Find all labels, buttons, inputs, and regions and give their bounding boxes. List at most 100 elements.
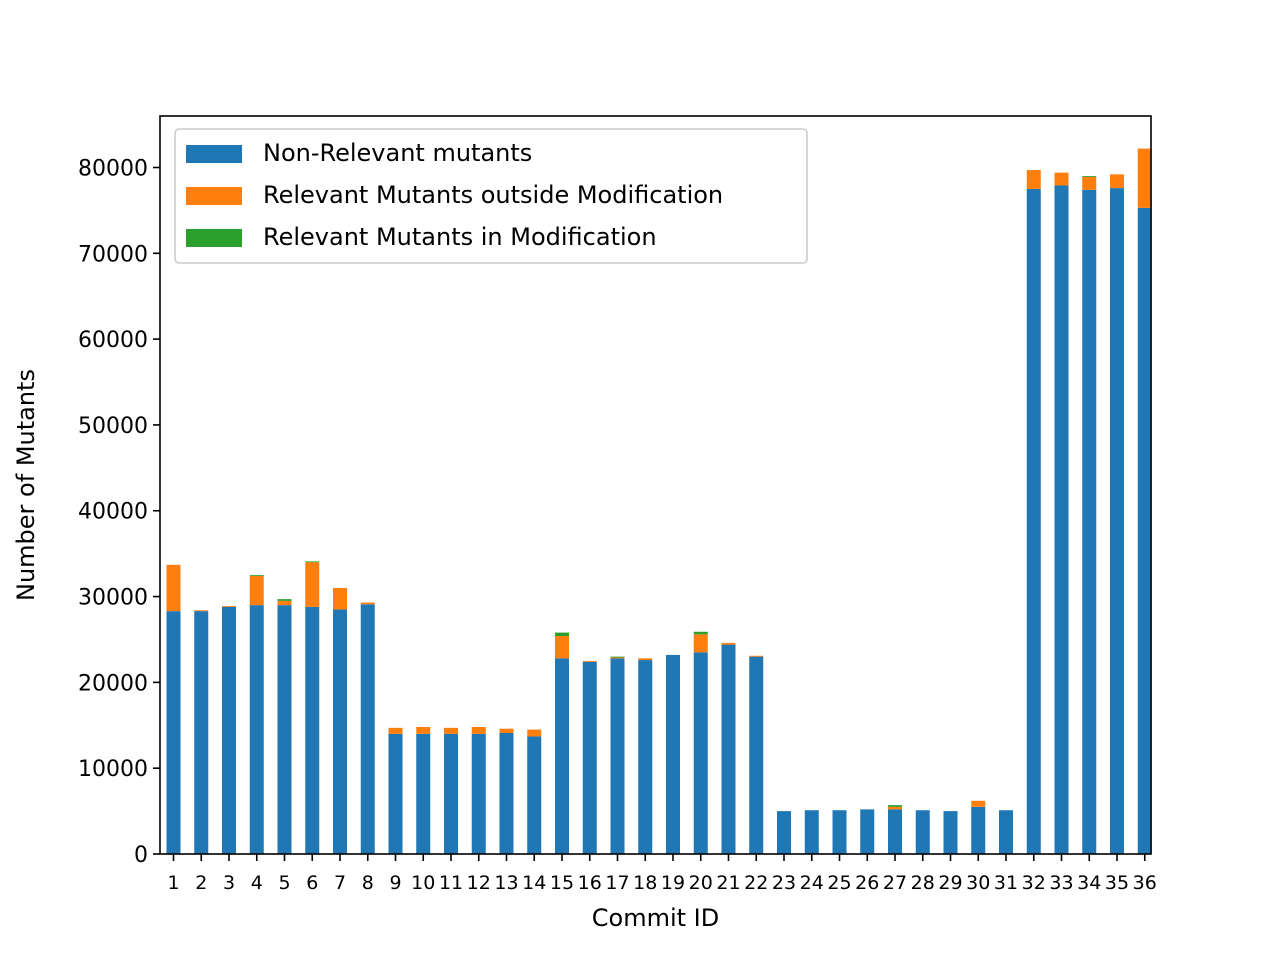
bar-1-series-1 bbox=[166, 611, 181, 854]
x-tick-label: 22 bbox=[744, 872, 768, 894]
bar-36-series-1 bbox=[1137, 207, 1152, 854]
plot-frame bbox=[159, 115, 1152, 855]
y-tick-label: 80000 bbox=[78, 156, 148, 181]
bar-34-series-1 bbox=[1082, 189, 1097, 855]
x-tick-label: 10 bbox=[411, 872, 435, 894]
legend-swatch-3 bbox=[186, 229, 242, 247]
x-tick-label: 24 bbox=[800, 872, 824, 894]
bar-4-series-1 bbox=[249, 605, 264, 854]
x-tick-label: 12 bbox=[467, 872, 491, 894]
legend: Non-Relevant mutants Relevant Mutants out… bbox=[174, 128, 808, 264]
x-tick-label: 19 bbox=[661, 872, 685, 894]
x-tick-label: 33 bbox=[1049, 872, 1073, 894]
x-tick-label: 9 bbox=[389, 872, 401, 894]
x-tick-label: 30 bbox=[966, 872, 990, 894]
bar-7-series-2 bbox=[333, 587, 347, 610]
bar-17-series-2 bbox=[610, 657, 625, 659]
x-tick-label: 34 bbox=[1077, 872, 1101, 894]
legend-swatch-2 bbox=[186, 187, 242, 205]
y-tick-label: 20000 bbox=[78, 671, 148, 696]
bar-4-series-3 bbox=[249, 575, 264, 576]
x-tick-label: 16 bbox=[578, 872, 602, 894]
bar-2-series-2 bbox=[194, 610, 209, 612]
bar-24-series-1 bbox=[804, 810, 819, 854]
bar-20-series-1 bbox=[693, 652, 708, 854]
x-tick-label: 23 bbox=[772, 872, 796, 894]
legend-swatch-1 bbox=[186, 145, 242, 163]
legend-label-2: Relevant Mutants outside Modification bbox=[263, 181, 723, 209]
x-axis: 1 2 3 4 5 6 7 8 9 10 11 12 13 14 15 16 17 18 19 20 21 22 23 24 2… bbox=[167, 854, 1157, 894]
y-tick-label: 60000 bbox=[78, 328, 148, 353]
x-tick-label: 36 bbox=[1133, 872, 1157, 894]
x-tick-label: 8 bbox=[362, 872, 374, 894]
x-tick-label: 15 bbox=[550, 872, 574, 894]
x-tick-label: 1 bbox=[167, 872, 179, 894]
y-axis-title: Number of Mutants bbox=[12, 369, 40, 601]
bar-16-series-2 bbox=[582, 660, 597, 662]
bar-22-series-2 bbox=[749, 655, 764, 657]
bar-16-series-1 bbox=[582, 661, 597, 854]
bar-11-series-1 bbox=[444, 733, 458, 854]
legend-box bbox=[174, 128, 808, 264]
y-tick-label: 0 bbox=[134, 843, 148, 868]
bar-20-series-3 bbox=[693, 631, 708, 635]
bar-3-series-1 bbox=[222, 606, 236, 854]
legend-label-3: Relevant Mutants in Modification bbox=[263, 223, 657, 251]
bars-layer bbox=[166, 148, 1152, 855]
x-tick-label: 25 bbox=[827, 872, 851, 894]
x-tick-label: 4 bbox=[251, 872, 263, 894]
x-tick-label: 31 bbox=[994, 872, 1018, 894]
bar-34-series-3 bbox=[1082, 176, 1097, 177]
x-tick-label: 27 bbox=[883, 872, 907, 894]
x-tick-label: 6 bbox=[306, 872, 318, 894]
bar-14-series-1 bbox=[527, 736, 542, 854]
legend-label-1: Non-Relevant mutants bbox=[263, 139, 532, 167]
bar-3-series-2 bbox=[222, 605, 236, 607]
bar-32-series-1 bbox=[1026, 188, 1041, 854]
bar-30-series-1 bbox=[971, 806, 986, 854]
bar-15-series-3 bbox=[555, 632, 569, 637]
x-tick-label: 14 bbox=[522, 872, 546, 894]
bar-13-series-2 bbox=[499, 728, 514, 734]
bar-27-series-3 bbox=[888, 805, 902, 807]
y-tick-label: 70000 bbox=[78, 242, 148, 267]
bar-5-series-3 bbox=[277, 599, 292, 601]
bar-7-series-1 bbox=[333, 609, 347, 854]
x-tick-label: 29 bbox=[938, 872, 962, 894]
x-tick-label: 13 bbox=[494, 872, 518, 894]
bar-15-series-2 bbox=[555, 636, 569, 659]
bar-9-series-2 bbox=[388, 727, 403, 734]
bar-8-series-1 bbox=[360, 604, 375, 854]
bar-23-series-1 bbox=[777, 811, 791, 854]
bar-27-series-1 bbox=[888, 809, 902, 854]
bar-11-series-2 bbox=[444, 727, 458, 734]
x-tick-label: 26 bbox=[855, 872, 879, 894]
bar-33-series-1 bbox=[1054, 185, 1069, 855]
bar-27-series-2 bbox=[888, 806, 902, 810]
y-tick-label: 30000 bbox=[78, 586, 148, 611]
bar-29-series-1 bbox=[943, 811, 958, 854]
y-tick-label: 50000 bbox=[78, 414, 148, 439]
bar-6-series-2 bbox=[305, 562, 320, 607]
bar-30-series-2 bbox=[971, 800, 986, 807]
x-axis-title: Commit ID bbox=[592, 904, 719, 932]
x-tick-label: 18 bbox=[633, 872, 657, 894]
bar-14-series-2 bbox=[527, 729, 542, 737]
bar-13-series-1 bbox=[499, 733, 514, 854]
bar-9-series-1 bbox=[388, 733, 403, 854]
bar-15-series-1 bbox=[555, 658, 569, 854]
bar-21-series-1 bbox=[721, 644, 736, 854]
x-tick-label: 35 bbox=[1105, 872, 1129, 894]
bar-25-series-1 bbox=[832, 810, 847, 854]
x-tick-label: 2 bbox=[195, 872, 207, 894]
bar-8-series-2 bbox=[360, 602, 375, 605]
y-tick-label: 10000 bbox=[78, 757, 148, 782]
x-tick-label: 3 bbox=[223, 872, 235, 894]
bar-20-series-2 bbox=[693, 634, 708, 653]
bar-12-series-2 bbox=[471, 726, 486, 734]
x-tick-label: 5 bbox=[278, 872, 290, 894]
bar-5-series-2 bbox=[277, 600, 292, 606]
bar-6-series-3 bbox=[305, 561, 320, 563]
bar-10-series-2 bbox=[416, 726, 431, 734]
